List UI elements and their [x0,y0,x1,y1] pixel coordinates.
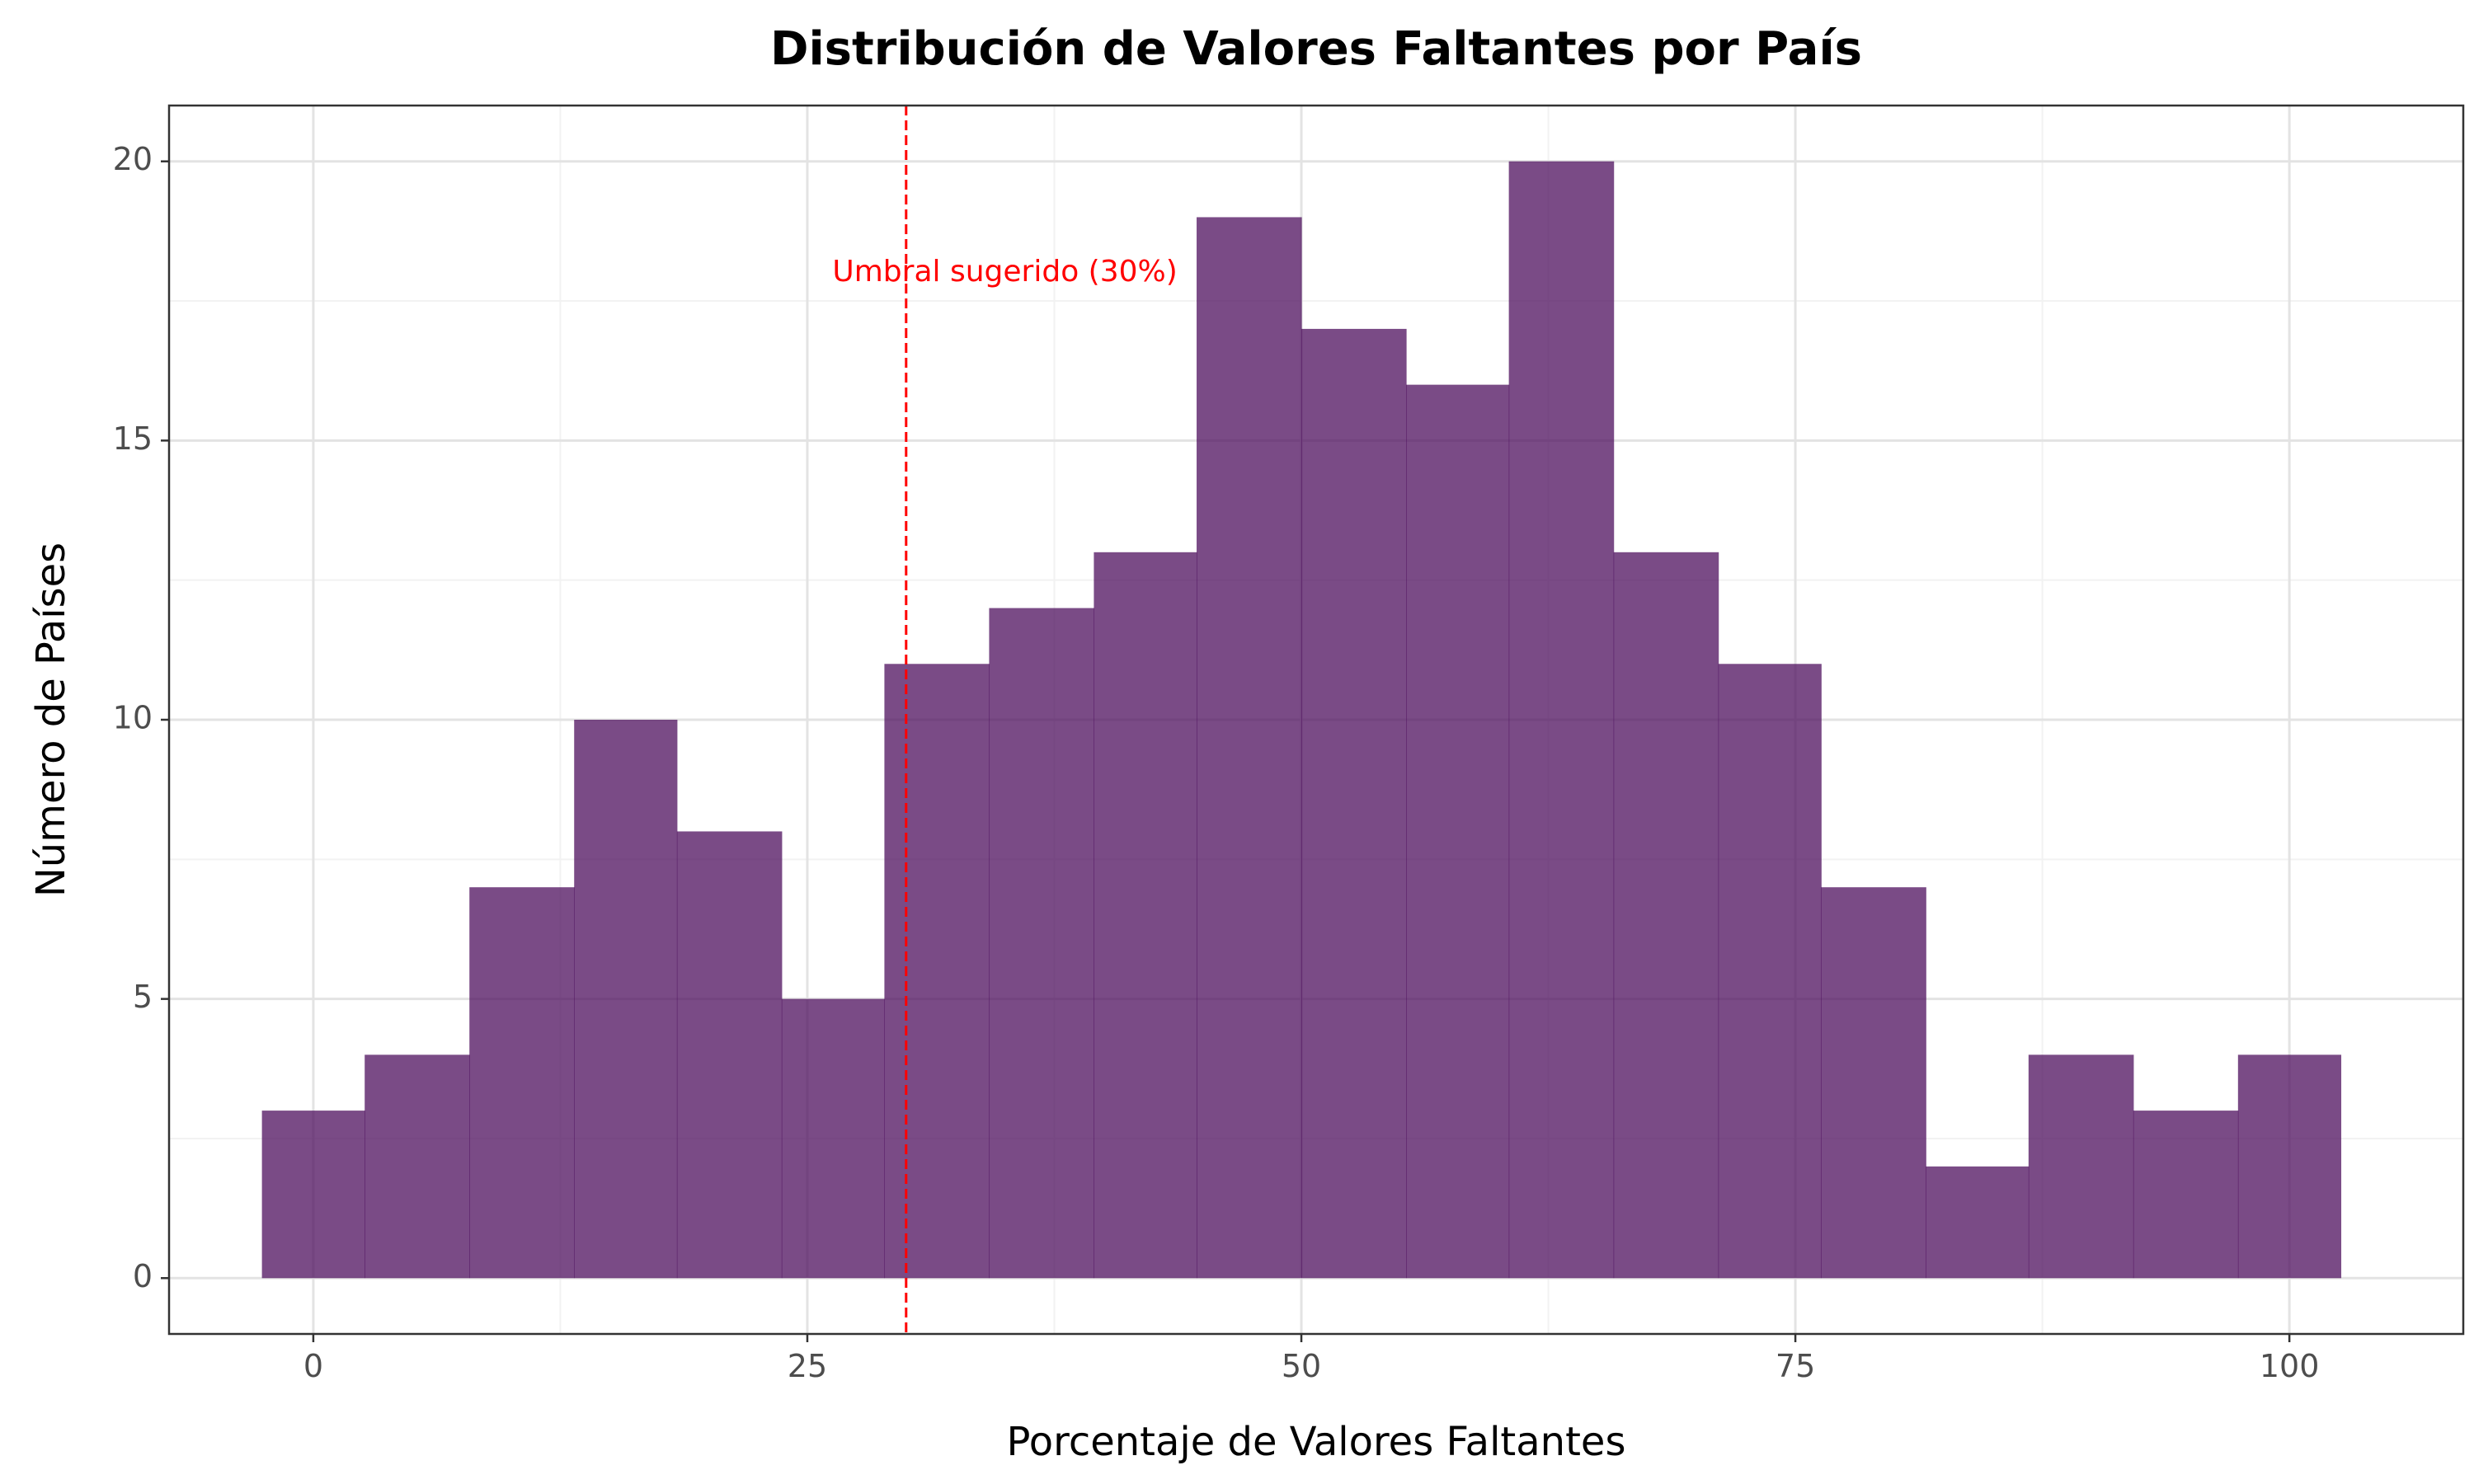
y-tick-label: 10 [113,700,153,736]
x-tick-label: 50 [1282,1348,1321,1384]
histogram-bar-7 [884,664,990,1279]
histogram-bar-9 [1094,552,1197,1279]
histogram-bar-6 [781,998,886,1279]
x-tick-label: 0 [303,1348,323,1384]
y-tick-label: 20 [113,141,153,177]
histogram-bar-3 [469,887,575,1279]
y-tick-label: 5 [133,979,153,1015]
histogram-bar-13 [1508,161,1615,1279]
histogram-bar-5 [676,831,783,1279]
histogram-bar-16 [1821,887,1926,1279]
histogram-bar-8 [989,608,1095,1279]
histogram-bar-2 [365,1054,470,1279]
histogram-bar-20 [2237,1054,2342,1279]
histogram-bar-17 [1926,1166,2030,1279]
histogram-bar-11 [1301,328,1407,1279]
histogram-bar-18 [2028,1054,2134,1279]
x-tick-label: 75 [1776,1348,1815,1384]
histogram-bar-10 [1197,217,1302,1279]
threshold-annotation: Umbral sugerido (30%) [832,255,1177,289]
histogram-bar-19 [2133,1111,2239,1279]
x-tick-label: 25 [788,1348,827,1384]
y-tick-label: 0 [133,1258,153,1294]
histogram-bar-12 [1406,384,1510,1279]
histogram-bar-15 [1718,664,1822,1279]
histogram-bar-4 [574,720,678,1279]
chart-title: Distribución de Valores Faltantes por Pa… [770,22,1862,76]
x-axis-title: Porcentaje de Valores Faltantes [1007,1419,1626,1465]
y-tick-label: 15 [113,420,153,457]
histogram-bar-1 [261,1111,365,1279]
histogram-bar-14 [1613,552,1719,1279]
y-axis-title: Número de Países [28,542,74,897]
x-tick-label: 100 [2260,1348,2320,1384]
